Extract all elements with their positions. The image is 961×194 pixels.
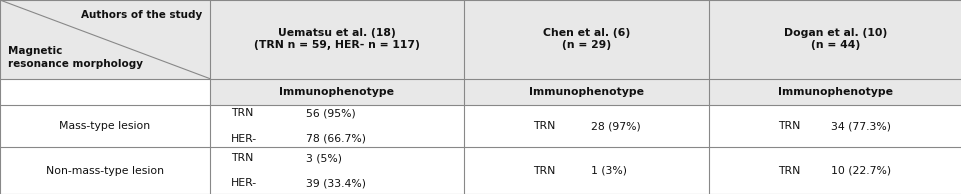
Text: Non-mass-type lesion: Non-mass-type lesion: [46, 166, 163, 176]
Text: TRN: TRN: [532, 121, 555, 131]
Text: Immunophenotype: Immunophenotype: [529, 87, 643, 97]
Text: Immunophenotype: Immunophenotype: [777, 87, 892, 97]
Text: TRN: TRN: [231, 108, 253, 119]
Text: 56 (95%): 56 (95%): [306, 108, 356, 119]
Text: HER-: HER-: [231, 178, 257, 188]
Text: Dogan et al. (10)
(n = 44): Dogan et al. (10) (n = 44): [783, 28, 886, 50]
Text: 34 (77.3%): 34 (77.3%): [829, 121, 890, 131]
Text: TRN: TRN: [776, 166, 800, 176]
Text: 39 (33.4%): 39 (33.4%): [306, 178, 365, 188]
Text: 78 (66.7%): 78 (66.7%): [306, 134, 365, 144]
Text: TRN: TRN: [776, 121, 800, 131]
Text: Mass-type lesion: Mass-type lesion: [60, 121, 150, 131]
Text: Immunophenotype: Immunophenotype: [279, 87, 394, 97]
Text: 3 (5%): 3 (5%): [306, 153, 341, 163]
Text: Chen et al. (6)
(n = 29): Chen et al. (6) (n = 29): [542, 28, 629, 50]
Text: 10 (22.7%): 10 (22.7%): [829, 166, 890, 176]
Bar: [0, 0, 961, 79]
Text: TRN: TRN: [231, 153, 253, 163]
Text: Magnetic
resonance morphology: Magnetic resonance morphology: [8, 47, 142, 69]
Text: Authors of the study: Authors of the study: [81, 10, 202, 20]
Text: 1 (3%): 1 (3%): [590, 166, 627, 176]
Bar: [209, 79, 961, 105]
Text: 28 (97%): 28 (97%): [590, 121, 640, 131]
Text: HER-: HER-: [231, 134, 257, 144]
Text: Uematsu et al. (18)
(TRN n = 59, HER- n = 117): Uematsu et al. (18) (TRN n = 59, HER- n …: [254, 28, 419, 50]
Text: TRN: TRN: [532, 166, 555, 176]
